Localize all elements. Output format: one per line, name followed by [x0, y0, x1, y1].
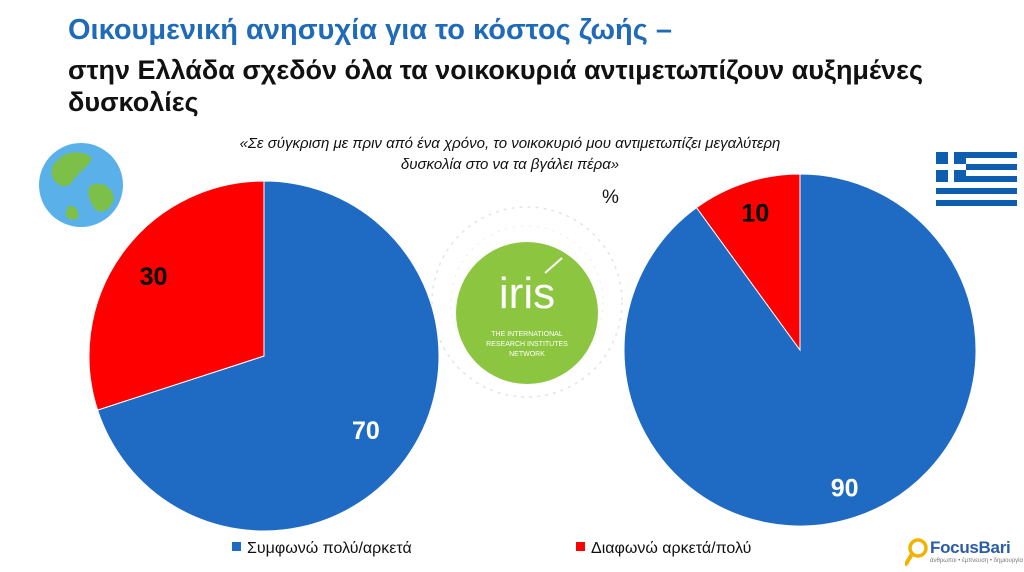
iris-tagline-2: RESEARCH INSTITUTES	[486, 341, 568, 348]
brand-tagline: άνθρωποι • έμπνευση • δημιουργία	[930, 558, 1023, 564]
legend-swatch-agree	[232, 542, 241, 551]
pie-slice-agree	[96, 180, 440, 532]
data-label-disagree: 10	[741, 200, 769, 228]
magnifier-icon	[905, 538, 928, 566]
legend-item-disagree: Διαφωνώ αρκετά/πολύ	[576, 540, 751, 558]
legend-swatch-disagree	[576, 542, 585, 551]
data-label-agree: 90	[831, 474, 859, 502]
focusbari-logo: FocusBari άνθρωποι • έμπνευση • δημιουργ…	[905, 536, 1023, 570]
brand-name-text: FocusBari	[930, 538, 1011, 557]
page-subtitle: στην Ελλάδα σχεδόν όλα τα νοικοκυριά αντ…	[68, 55, 924, 117]
data-label-agree: 70	[352, 417, 380, 445]
globe-icon	[39, 143, 123, 227]
pie-slice-agree	[623, 173, 977, 527]
pie-slice-disagree	[88, 180, 265, 411]
iris-tagline-1: THE INTERNATIONAL	[491, 331, 563, 338]
pie-chart-greece: 90 10	[623, 173, 977, 527]
survey-question: «Σε σύγκριση με πριν από ένα χρόνο, το ν…	[239, 135, 781, 173]
unit-label: %	[602, 187, 619, 208]
page-title: Οικουμενική ανησυχία για το κόστος ζωής …	[68, 14, 673, 46]
iris-logo: iris THE INTERNATIONAL RESEARCH INSTITUT…	[431, 206, 623, 398]
pie-slice-disagree	[695, 173, 801, 352]
iris-wordmark: iris	[499, 269, 555, 318]
greek-flag-icon	[936, 152, 1017, 206]
legend-item-agree: Συμφωνώ πολύ/αρκετά	[232, 540, 412, 558]
legend-label-agree: Συμφωνώ πολύ/αρκετά	[247, 540, 412, 557]
data-label-disagree: 30	[140, 263, 168, 291]
legend-label-disagree: Διαφωνώ αρκετά/πολύ	[591, 540, 752, 557]
brand-name: FocusBari	[930, 538, 1011, 558]
pie-chart-global: 70 30	[88, 180, 440, 532]
iris-tagline-3: NETWORK	[509, 351, 545, 358]
